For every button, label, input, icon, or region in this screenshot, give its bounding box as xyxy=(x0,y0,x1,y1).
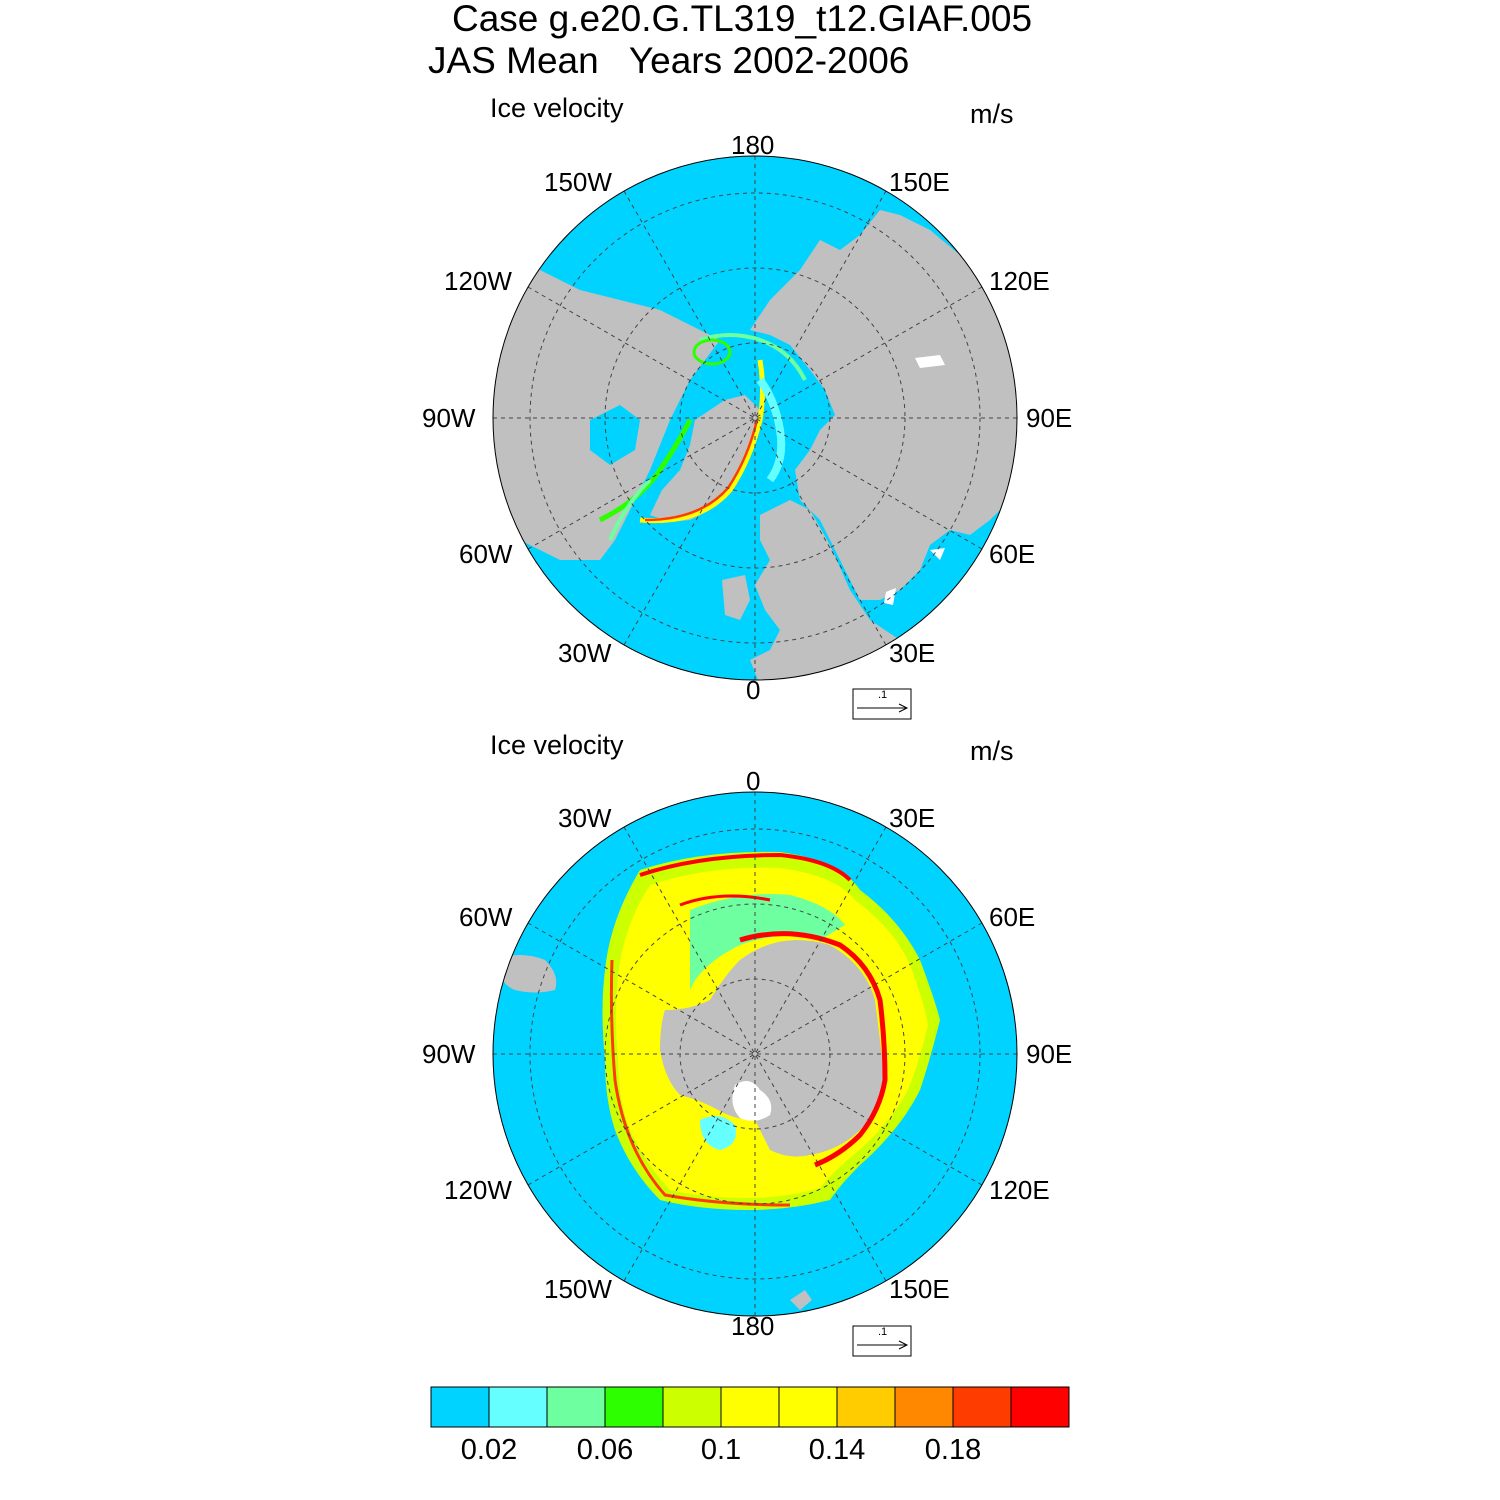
south-lon-label-0: 0 xyxy=(746,766,761,796)
colorbar-box xyxy=(604,1386,664,1428)
north-lon-label-60w: 60W xyxy=(459,539,513,569)
colorbar-box xyxy=(430,1386,490,1428)
colorbar-tick-label: 0.06 xyxy=(576,1434,634,1466)
north-lon-label-0: 0 xyxy=(746,675,761,705)
north-lon-label-150e: 150E xyxy=(889,167,950,197)
south-panel-left-label: Ice velocity xyxy=(490,730,624,760)
south-graticule xyxy=(493,792,1017,1316)
north-reference-vector-box xyxy=(852,688,912,720)
south-map-border xyxy=(492,791,1018,1317)
colorbar-box xyxy=(546,1386,606,1428)
colorbar-box xyxy=(488,1386,548,1428)
south-ice-velocity xyxy=(495,851,940,1310)
south-panel-units-label: m/s xyxy=(970,736,1014,766)
colorbar-box xyxy=(720,1386,780,1428)
south-lon-label-60e: 60E xyxy=(989,902,1036,932)
figure-title-line2: JAS Mean Years 2002-2006 xyxy=(428,40,910,81)
south-lon-label-150e: 150E xyxy=(889,1274,950,1304)
north-ice-velocity xyxy=(598,333,807,541)
south-lon-label-180: 180 xyxy=(731,1311,775,1341)
south-lon-label-30w: 30W xyxy=(558,803,612,833)
colorbar-box xyxy=(778,1386,838,1428)
north-lon-label-90e: 90E xyxy=(1026,403,1073,433)
north-map-border xyxy=(492,155,1018,681)
colorbar-box xyxy=(662,1386,722,1428)
north-land-masses xyxy=(493,210,1017,680)
colorbar-box xyxy=(952,1386,1012,1428)
colorbar xyxy=(430,1386,1070,1428)
south-lon-label-120e: 120E xyxy=(989,1175,1050,1205)
north-lon-label-30e: 30E xyxy=(889,638,936,668)
north-panel-units-label: m/s xyxy=(970,99,1014,129)
colorbar-box xyxy=(894,1386,954,1428)
north-lon-label-30w: 30W xyxy=(558,638,612,668)
south-lon-label-60w: 60W xyxy=(459,902,513,932)
north-lon-label-90w: 90W xyxy=(422,403,476,433)
south-lon-label-120w: 120W xyxy=(444,1175,512,1205)
north-graticule xyxy=(493,156,1017,680)
south-lon-label-150w: 150W xyxy=(544,1274,612,1304)
south-lon-label-90e: 90E xyxy=(1026,1039,1073,1069)
north-lon-label-120e: 120E xyxy=(989,266,1050,296)
north-lon-label-60e: 60E xyxy=(989,539,1036,569)
north-lon-label-180: 180 xyxy=(731,130,775,160)
colorbar-tick-label: 0.18 xyxy=(924,1434,982,1466)
colorbar-tick-label: 0.1 xyxy=(700,1434,742,1466)
north-lon-label-120w: 120W xyxy=(444,266,512,296)
north-lon-label-150w: 150W xyxy=(544,167,612,197)
colorbar-tick-label: 0.02 xyxy=(460,1434,518,1466)
colorbar-tick-label: 0.14 xyxy=(808,1434,866,1466)
figure-title-line1: Case g.e20.G.TL319_t12.GIAF.005 xyxy=(452,0,1033,39)
south-reference-vector-box xyxy=(852,1325,912,1357)
south-lon-label-90w: 90W xyxy=(422,1039,476,1069)
north-reference-vector-value: .1 xyxy=(878,689,888,701)
colorbar-box xyxy=(1010,1386,1070,1428)
south-lon-label-30e: 30E xyxy=(889,803,936,833)
colorbar-box xyxy=(836,1386,896,1428)
south-reference-vector-value: .1 xyxy=(878,1326,888,1338)
south-polar-map xyxy=(492,791,1018,1317)
north-panel-left-label: Ice velocity xyxy=(490,93,624,123)
north-polar-map xyxy=(492,155,1018,681)
